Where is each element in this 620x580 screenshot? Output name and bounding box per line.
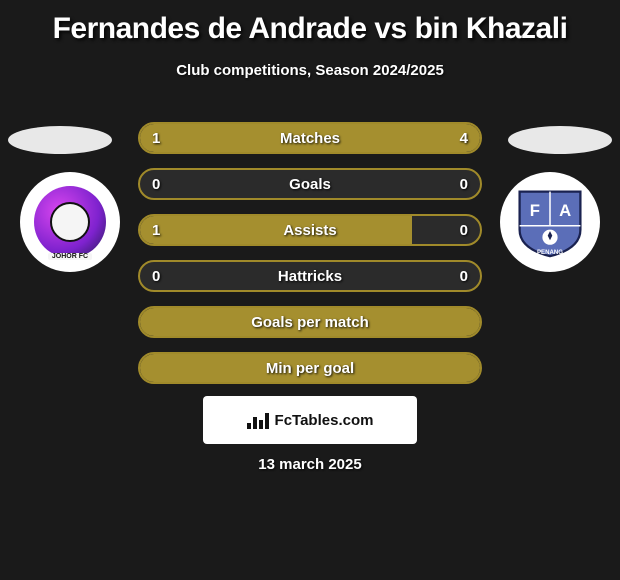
stat-bar: 00Hattricks bbox=[138, 260, 482, 292]
player-photo-placeholder-right bbox=[508, 126, 612, 154]
page-title: Fernandes de Andrade vs bin Khazali bbox=[0, 0, 620, 46]
stat-bar: Goals per match bbox=[138, 306, 482, 338]
stat-bar: Min per goal bbox=[138, 352, 482, 384]
chart-icon bbox=[247, 411, 269, 429]
stats-bars: 14Matches 00Goals 10Assists 00Hattricks Goal… bbox=[138, 122, 482, 398]
stat-bar: 00Goals bbox=[138, 168, 482, 200]
stat-bar: 14Matches bbox=[138, 122, 482, 154]
bar-label: Hattricks bbox=[140, 268, 480, 285]
bar-label: Assists bbox=[140, 222, 480, 239]
club-badge-left: JOHOR FC bbox=[20, 172, 120, 272]
footer-date: 13 march 2025 bbox=[0, 456, 620, 473]
bar-label: Goals bbox=[140, 176, 480, 193]
page-subtitle: Club competitions, Season 2024/2025 bbox=[0, 62, 620, 79]
bar-label: Min per goal bbox=[140, 360, 480, 377]
attribution-badge[interactable]: FcTables.com bbox=[203, 396, 417, 444]
bar-label: Goals per match bbox=[140, 314, 480, 331]
club-label-left: JOHOR FC bbox=[48, 253, 92, 260]
svg-text:F: F bbox=[530, 201, 540, 220]
svg-text:A: A bbox=[559, 201, 571, 220]
attribution-text: FcTables.com bbox=[275, 412, 374, 429]
bar-label: Matches bbox=[140, 130, 480, 147]
club-logo-left: JOHOR FC bbox=[34, 186, 106, 258]
club-logo-right: F A PENANG bbox=[512, 184, 588, 260]
stat-bar: 10Assists bbox=[138, 214, 482, 246]
svg-text:PENANG: PENANG bbox=[537, 249, 563, 256]
club-badge-right: F A PENANG bbox=[500, 172, 600, 272]
player-photo-placeholder-left bbox=[8, 126, 112, 154]
